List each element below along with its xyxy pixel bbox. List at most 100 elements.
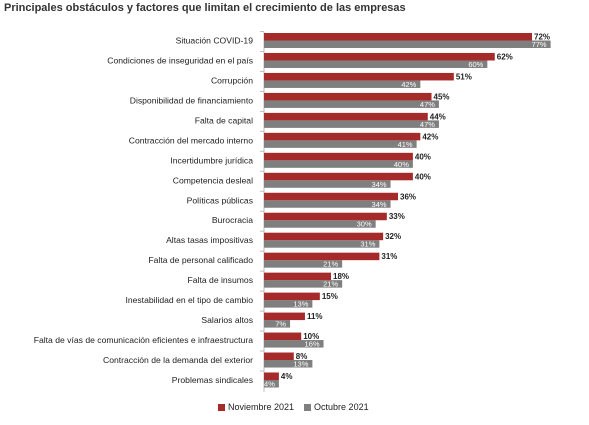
bar-noviembre [264,352,294,361]
data-label-noviembre: 8% [296,352,308,361]
bar-noviembre [264,132,421,141]
legend-label-noviembre: Noviembre 2021 [228,402,295,412]
data-label-noviembre: 32% [385,232,401,241]
data-label-noviembre: 10% [303,332,319,341]
data-label-octubre: 42% [401,80,416,89]
bar-noviembre [264,52,495,61]
bar-octubre [264,340,324,348]
data-label-octubre: 16% [305,340,320,349]
legend-swatch-noviembre [218,403,225,411]
data-label-noviembre: 72% [534,33,550,42]
bar-octubre [264,40,551,48]
data-label-noviembre: 51% [456,72,472,81]
data-label-octubre: 60% [468,60,483,69]
bar-octubre [264,300,313,308]
bar-octubre [264,100,439,108]
category-label: Disponibilidad de financiamiento [130,95,253,105]
bar-noviembre [264,92,432,101]
bar-noviembre [264,332,302,341]
bar-octubre [264,320,291,328]
category-label: Corrupción [211,75,253,85]
bar-octubre [264,80,421,88]
data-label-noviembre: 15% [322,292,338,301]
bar-octubre [264,160,413,168]
data-label-octubre: 31% [360,240,375,249]
category-label: Falta de personal calificado [148,255,253,265]
category-label: Falta de insumos [188,275,253,285]
bar-noviembre [264,212,387,221]
bar-octubre [264,220,376,228]
data-label-octubre: 30% [357,220,372,229]
legend-item-noviembre: Noviembre 2021 [218,402,294,412]
data-label-noviembre: 44% [430,112,446,121]
data-label-noviembre: 36% [400,192,416,201]
data-label-octubre: 47% [420,100,435,109]
data-label-noviembre: 18% [333,272,349,281]
data-label-noviembre: 42% [422,132,438,141]
data-label-noviembre: 40% [415,152,431,161]
category-label: Salarios altos [201,315,253,325]
bar-noviembre [264,152,413,161]
category-label: Problemas sindicales [172,375,253,385]
bar-octubre [264,200,391,208]
bar-octubre [264,60,488,68]
legend-label-octubre: Octubre 2021 [314,402,369,412]
category-label: Contracción de la demanda del exterior [103,355,253,365]
bar-octubre [264,360,313,368]
legend-item-octubre: Octubre 2021 [304,402,369,412]
data-label-noviembre: 4% [281,372,293,381]
bar-noviembre [264,252,380,261]
chart-title: Principales obstáculos y factores que li… [4,2,406,14]
data-label-octubre: 41% [398,140,413,149]
category-label: Competencia desleal [173,175,253,185]
data-label-noviembre: 33% [389,212,405,221]
data-label-octubre: 40% [394,160,409,169]
category-label: Condiciones de inseguridad en el país [107,55,253,65]
category-label: Falta de vías de comunicación eficientes… [34,335,253,345]
bar-chart: Situación COVID-19 72%77% Condiciones de i… [34,31,551,392]
data-label-noviembre: 31% [381,252,397,261]
data-label-octubre: 7% [275,320,286,329]
bar-noviembre [264,372,279,380]
bar-octubre [264,180,391,188]
bar-noviembre [264,172,413,181]
bar-octubre [264,280,343,288]
category-label: Burocracia [212,215,253,225]
data-label-octubre: 34% [372,180,387,189]
bar-noviembre [264,292,320,301]
category-label: Contracción del mercado interno [129,135,253,145]
bar-noviembre [264,112,428,121]
category-label: Altas tasas impositivas [166,235,253,245]
data-label-octubre: 21% [323,280,338,289]
bar-noviembre [264,272,331,281]
data-label-noviembre: 45% [434,92,450,101]
bar-noviembre [264,312,305,321]
legend: Noviembre 2021 Octubre 2021 [218,402,369,412]
data-label-noviembre: 11% [307,312,323,321]
data-label-octubre: 21% [323,260,338,269]
category-label: Falta de capital [195,115,253,125]
data-label-noviembre: 62% [497,52,513,61]
bars-group: Situación COVID-19 72%77% Condiciones de i… [34,31,551,388]
data-label-octubre: 77% [532,40,547,49]
bar-noviembre [264,33,532,41]
data-label-octubre: 47% [420,120,435,129]
data-label-octubre: 13% [293,360,308,369]
bar-noviembre [264,192,398,201]
category-label: Inestabilidad en el tipo de cambio [125,295,253,305]
bar-octubre [264,240,380,248]
category-label: Incertidumbre jurídica [170,155,253,165]
data-label-octubre: 34% [372,200,387,209]
bar-octubre [264,120,439,128]
bar-octubre [264,260,343,268]
data-label-noviembre: 40% [415,172,431,181]
category-label: Situación COVID-19 [176,36,254,46]
bar-octubre [264,379,279,388]
legend-swatch-octubre [304,403,312,411]
data-label-octubre: 4% [264,379,275,388]
data-label-octubre: 13% [293,300,308,309]
bar-noviembre [264,72,454,81]
bar-noviembre [264,232,384,241]
bar-octubre [264,140,417,148]
category-label: Políticas públicas [187,195,253,205]
